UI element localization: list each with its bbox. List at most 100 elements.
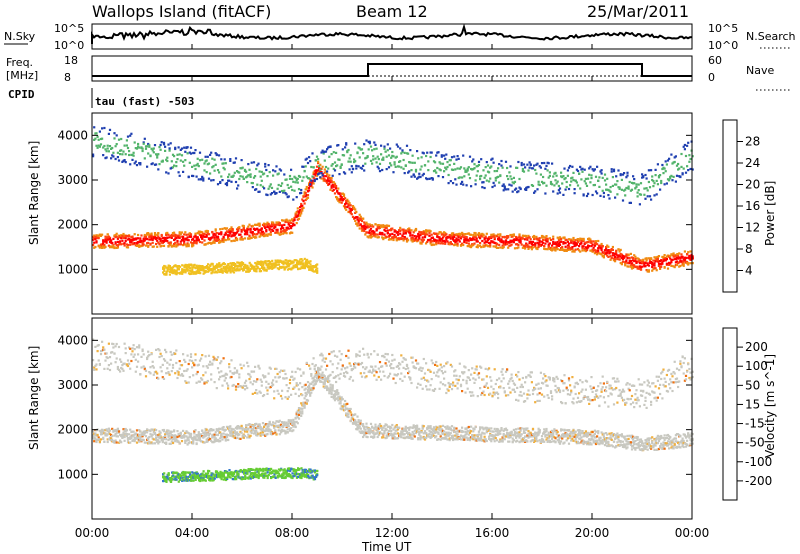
scatter-cell — [654, 260, 657, 263]
scatter-cell — [421, 427, 424, 430]
scatter-cell — [360, 148, 364, 151]
scatter-cell — [158, 433, 161, 436]
scatter-cell — [572, 179, 575, 182]
scatter-cell — [165, 273, 168, 276]
scatter-cell — [209, 437, 212, 441]
scatter-cell — [459, 237, 463, 240]
scatter-cell — [241, 166, 244, 169]
scatter-cell — [341, 192, 344, 195]
scatter-cell — [675, 260, 679, 263]
scatter-cell — [383, 225, 386, 228]
scatter-cell — [498, 163, 501, 166]
scatter-cell — [643, 187, 646, 190]
scatter-cell — [293, 422, 296, 425]
scatter-cell — [629, 264, 632, 267]
scatter-cell — [115, 429, 118, 432]
scatter-cell — [687, 262, 690, 265]
scatter-cell — [284, 431, 287, 434]
scatter-cell — [139, 239, 142, 242]
scatter-cell — [192, 174, 195, 178]
scatter-cell — [385, 423, 388, 427]
scatter-cell — [593, 249, 596, 252]
scatter-cell — [107, 132, 110, 135]
scatter-cell — [501, 166, 504, 169]
scatter-cell — [596, 165, 599, 168]
scatter-cell — [304, 198, 307, 202]
scatter-cell — [628, 201, 631, 204]
scatter-cell — [651, 265, 654, 269]
scatter-cell — [594, 241, 598, 244]
scatter-cell — [647, 180, 650, 184]
scatter-cell — [467, 173, 470, 176]
scatter-cell — [635, 183, 638, 186]
scatter-cell — [687, 263, 690, 266]
scatter-cell — [399, 160, 402, 163]
scatter-cell — [169, 142, 172, 145]
scatter-cell — [283, 429, 286, 432]
scatter-cell — [313, 379, 316, 382]
scatter-cell — [476, 233, 479, 236]
scatter-cell — [456, 167, 459, 170]
scatter-cell — [398, 426, 401, 429]
scatter-cell — [643, 263, 646, 266]
scatter-cell — [142, 141, 145, 144]
scatter-cell — [326, 385, 329, 388]
scatter-cell — [597, 179, 600, 182]
scatter-cell — [252, 426, 256, 429]
scatter-cell — [643, 193, 646, 196]
scatter-cell — [409, 434, 412, 437]
scatter-cell — [481, 186, 484, 189]
scatter-cell — [437, 242, 440, 245]
station-title: Wallops Island (fitACF) — [92, 2, 271, 21]
scatter-cell — [268, 228, 271, 231]
scatter-cell — [262, 262, 265, 265]
nsky-tick-bottom: 10^0 — [54, 39, 84, 52]
scatter-cell — [581, 247, 584, 250]
scatter-cell — [165, 233, 168, 237]
scatter-cell — [166, 156, 169, 159]
scatter-cell — [581, 170, 584, 173]
scatter-cell — [373, 231, 376, 234]
scatter-cell — [498, 181, 501, 184]
power-scatter — [92, 126, 694, 276]
scatter-cell — [174, 241, 177, 244]
scatter-cell — [392, 433, 395, 436]
scatter-cell — [195, 270, 198, 273]
scatter-cell — [408, 431, 411, 434]
scatter-cell — [555, 245, 558, 248]
scatter-cell — [106, 429, 109, 432]
scatter-cell — [336, 196, 339, 199]
scatter-cell — [546, 248, 549, 251]
scatter-cell — [357, 221, 360, 224]
scatter-cell — [579, 187, 582, 190]
scatter-cell — [192, 237, 195, 240]
scatter-cell — [312, 270, 315, 273]
scatter-cell — [333, 169, 337, 172]
scatter-cell — [556, 180, 559, 183]
scatter-cell — [655, 256, 658, 259]
scatter-cell — [302, 262, 305, 265]
scatter-cell — [525, 188, 528, 191]
scatter-cell — [591, 243, 594, 246]
scatter-cell — [129, 428, 132, 431]
scatter-cell — [110, 240, 113, 243]
scatter-cell — [624, 261, 627, 264]
scatter-cell — [93, 440, 96, 443]
scatter-cell — [248, 223, 251, 226]
scatter-cell — [176, 158, 179, 161]
scatter-cell — [543, 245, 546, 248]
scatter-cell — [536, 188, 539, 191]
scatter-cell — [272, 423, 275, 426]
scatter-cell — [247, 225, 250, 228]
scatter-cell — [211, 262, 214, 265]
scatter-cell — [232, 174, 235, 177]
scatter-cell — [153, 232, 157, 235]
scatter-cell — [430, 435, 433, 438]
scatter-cell — [229, 425, 232, 428]
scatter-cell — [380, 432, 383, 435]
scatter-cell — [326, 172, 329, 175]
scatter-cell — [135, 164, 139, 167]
scatter-cell — [340, 396, 343, 399]
scatter-cell — [122, 428, 125, 431]
scatter-cell — [558, 191, 562, 194]
